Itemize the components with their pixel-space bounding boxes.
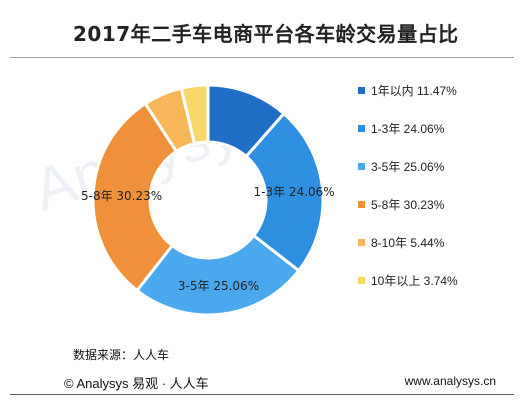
data-label-3: 5-8年 30.23% — [81, 189, 162, 203]
donut-chart: 1-3年 24.06% 3-5年 25.06% 5-8年 30.23% — [81, 83, 335, 317]
legend-label-4: 8-10年 5.44% — [371, 235, 445, 250]
legend-item-0: 1年以内 11.47% — [358, 80, 458, 100]
legend-label-2: 3-5年 25.06% — [371, 159, 445, 174]
donut-slice-2 — [134, 233, 301, 317]
bottom-divider — [10, 394, 514, 395]
legend-swatch-5 — [358, 276, 365, 284]
legend-label-5: 10年以上 3.74% — [371, 273, 458, 288]
legend-label-1: 1-3年 24.06% — [371, 121, 445, 136]
legend-item-1: 1-3年 24.06% — [358, 118, 458, 138]
legend-swatch-0 — [358, 86, 365, 94]
donut-slice-3 — [91, 101, 179, 293]
legend-item-3: 5-8年 30.23% — [358, 194, 458, 214]
footer-copyright: © Analysys 易观 · 人人车 — [64, 376, 209, 391]
data-source: 数据来源：人人车 — [73, 348, 170, 362]
data-label-1: 1-3年 24.06% — [254, 185, 335, 199]
legend-swatch-3 — [358, 200, 365, 208]
chart-title: 2017年二手车电商平台各车龄交易量占比 — [73, 22, 459, 46]
legend-item-2: 3-5年 25.06% — [358, 156, 458, 176]
legend-label-0: 1年以内 11.47% — [371, 83, 457, 98]
legend: 1年以内 11.47% 1-3年 24.06% 3-5年 25.06% 5-8年 30… — [358, 80, 458, 308]
legend-swatch-4 — [358, 238, 365, 246]
legend-swatch-1 — [358, 124, 365, 132]
legend-label-3: 5-8年 30.23% — [371, 197, 445, 212]
top-divider — [10, 57, 514, 58]
donut-slice-5 — [179, 83, 210, 146]
legend-item-4: 8-10年 5.44% — [358, 232, 458, 252]
legend-swatch-2 — [358, 162, 365, 170]
donut-slice-1 — [244, 111, 325, 273]
legend-item-5: 10年以上 3.74% — [358, 270, 458, 290]
data-label-2: 3-5年 25.06% — [178, 279, 259, 293]
footer-website: www.analysys.cn — [404, 374, 496, 388]
